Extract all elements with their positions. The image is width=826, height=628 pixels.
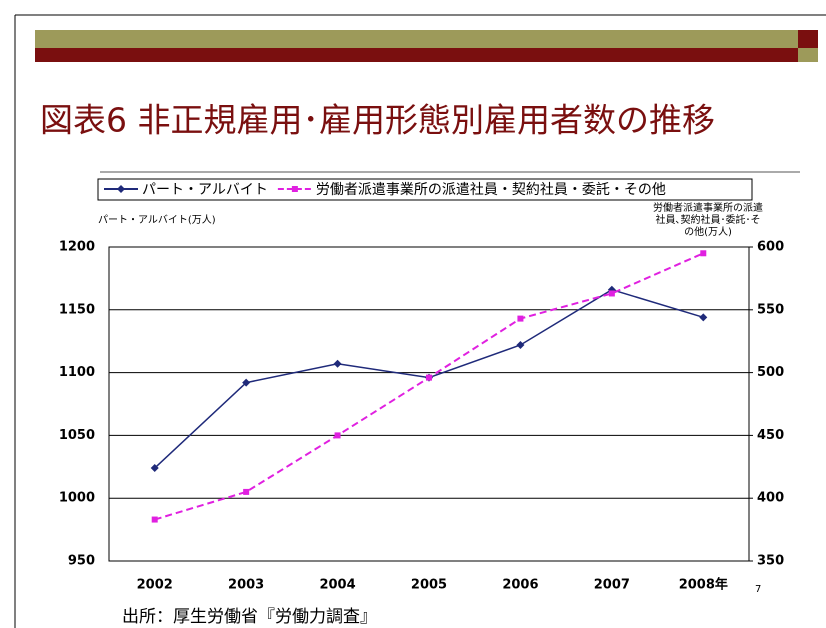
y2-axis-label: 労働者派遣事業所の派遣社員､契約社員･委託･その他(万人)	[653, 203, 763, 238]
x-tick-label: 2002	[137, 578, 173, 593]
header-band	[35, 48, 798, 62]
marker	[699, 313, 708, 322]
y-tick-label: 950	[68, 554, 95, 569]
legend	[97, 178, 753, 201]
y-tick-label: 1000	[59, 491, 95, 506]
slide-title: 図表6 非正規雇用･雇用形態別雇用者数の推移	[40, 101, 715, 140]
x-tick-label: 2008年	[679, 577, 728, 593]
y-tick-label: 1200	[59, 240, 95, 255]
marker	[243, 488, 250, 495]
marker	[700, 250, 707, 257]
marker	[608, 290, 615, 297]
y2-tick-label: 350	[757, 554, 784, 569]
marker	[517, 315, 524, 322]
page-number: 7	[755, 584, 761, 595]
x-tick-label: 2004	[319, 578, 355, 593]
y2-tick-label: 550	[757, 302, 784, 317]
marker	[333, 359, 342, 368]
marker	[334, 432, 341, 439]
y2-tick-label: 400	[757, 491, 784, 506]
y-axis-label: パート・アルバイト(万人)	[98, 214, 216, 226]
x-tick-label: 2007	[594, 578, 630, 593]
legend-label: パート・アルバイト	[142, 182, 268, 198]
header-square	[798, 48, 818, 62]
source: 出所：厚生労働省『労働力調査』	[122, 607, 377, 627]
marker	[151, 516, 158, 523]
y2-tick-label: 500	[757, 365, 784, 380]
y2-tick-label: 450	[757, 428, 784, 443]
y-tick-label: 1100	[59, 365, 95, 380]
y-tick-label: 1050	[59, 428, 95, 443]
marker	[291, 186, 298, 192]
y2-tick-label: 600	[757, 240, 784, 255]
header-band	[35, 30, 798, 48]
marker	[516, 340, 525, 349]
plot-area	[108, 246, 750, 562]
x-tick-label: 2005	[411, 578, 447, 593]
y-tick-label: 1150	[59, 302, 95, 317]
x-tick-label: 2003	[228, 578, 264, 593]
marker	[426, 374, 432, 381]
marker	[150, 464, 159, 473]
header-square	[798, 30, 818, 48]
marker	[117, 185, 125, 193]
x-tick-label: 2006	[502, 578, 538, 593]
marker	[242, 378, 251, 387]
legend-label: 労働者派遣事業所の派遣社員・契約社員・委託・その他	[316, 182, 666, 198]
